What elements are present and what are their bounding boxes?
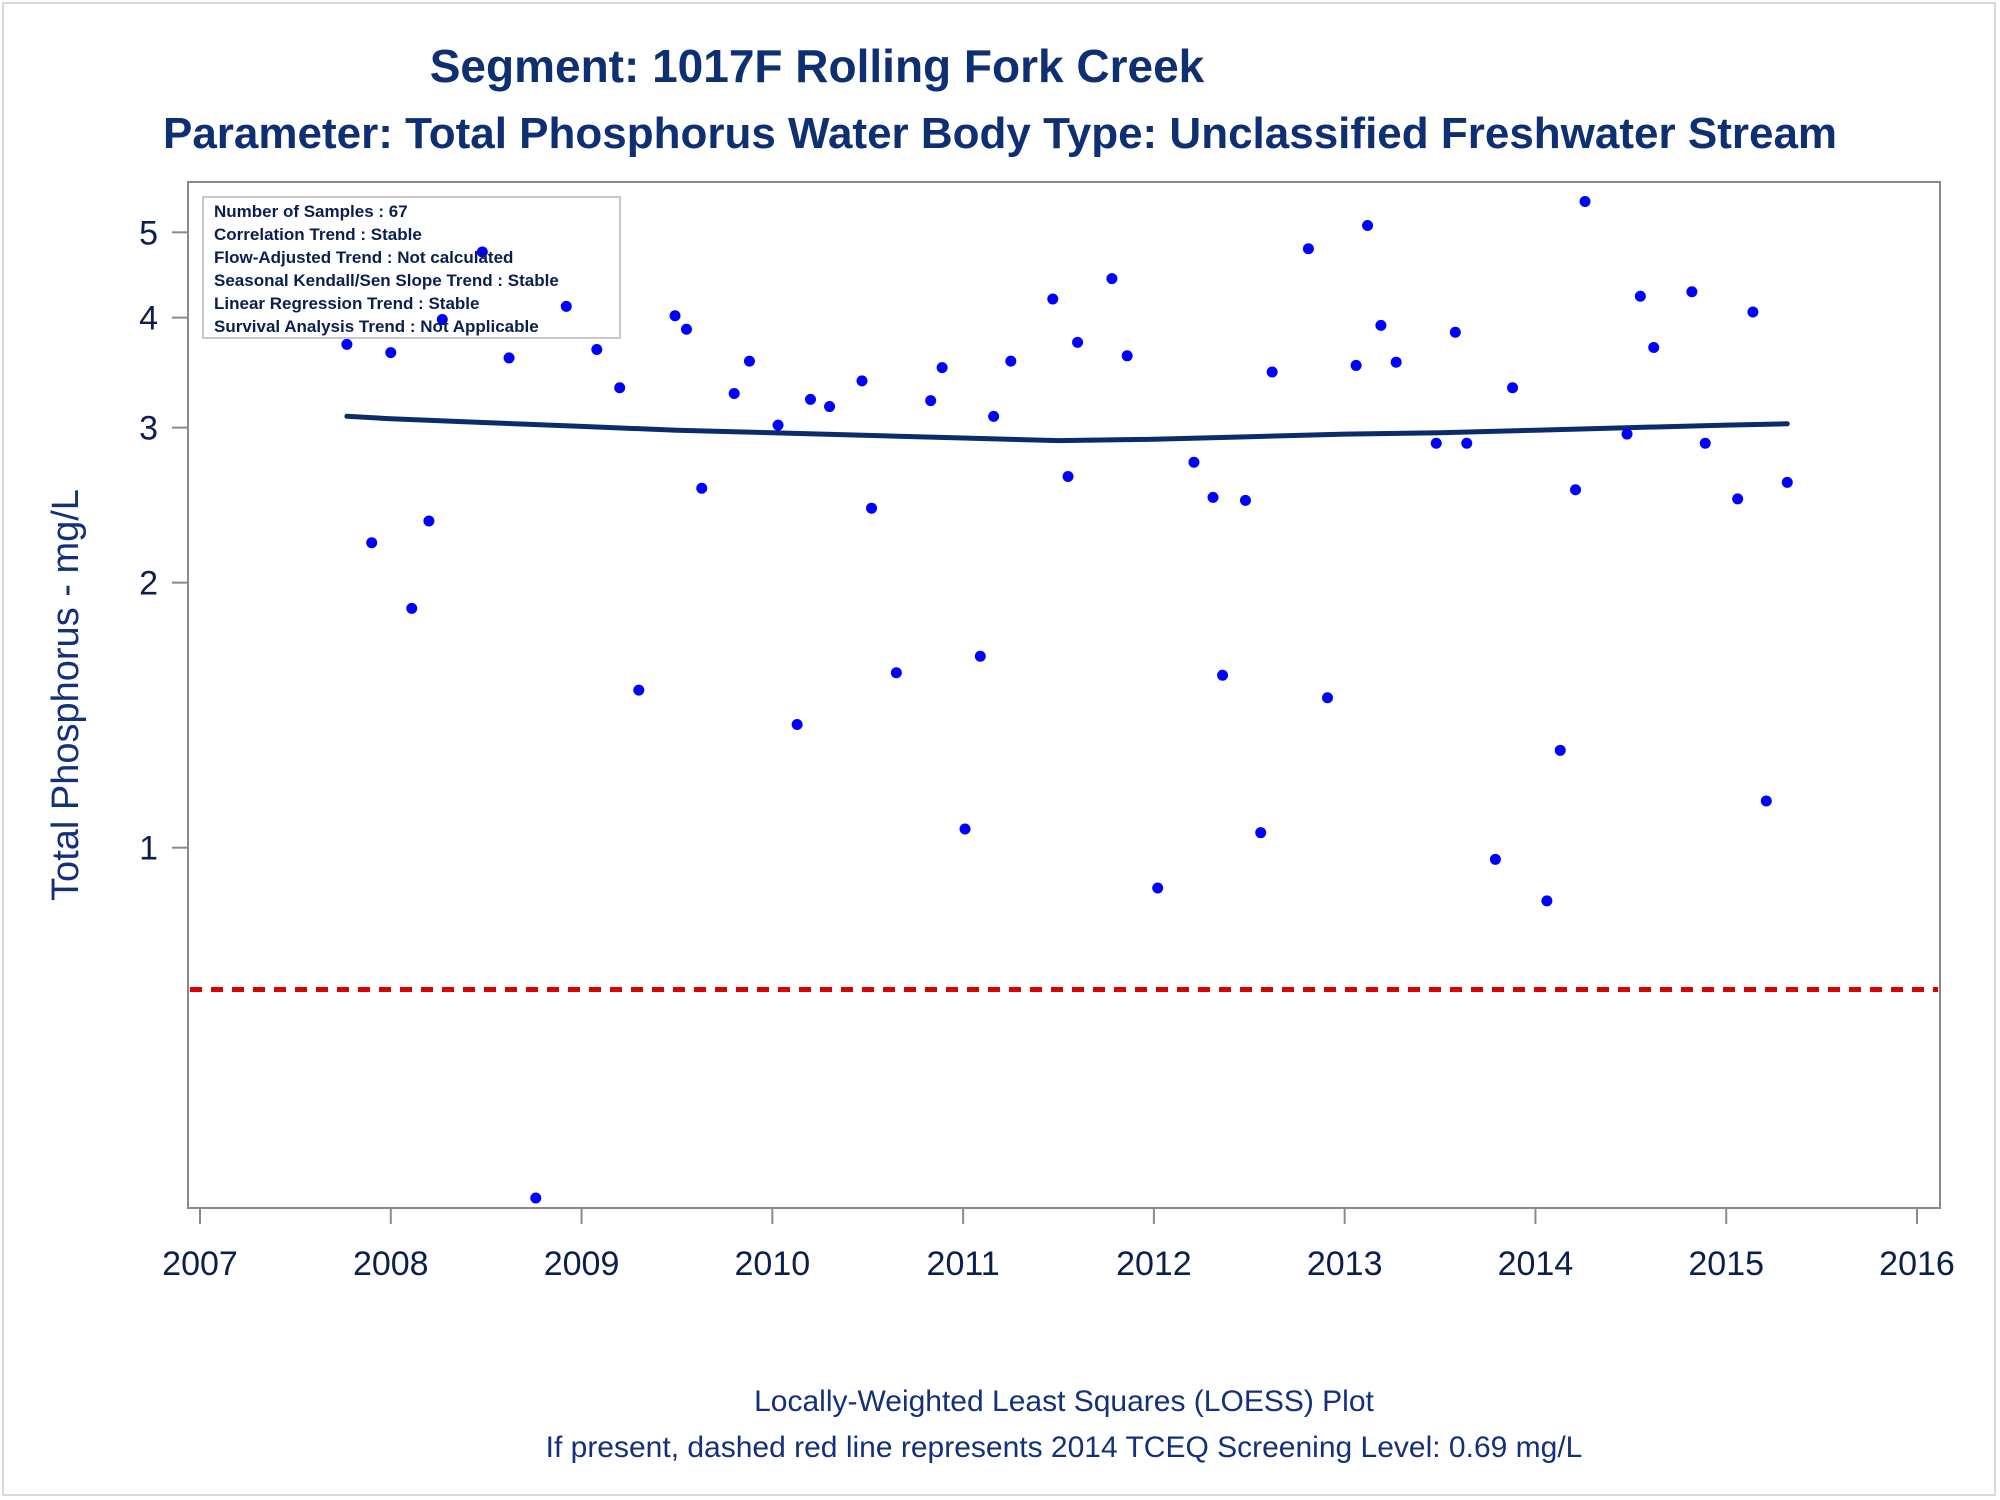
footnote-loess: Locally-Weighted Least Squares (LOESS) P…	[754, 1385, 1374, 1418]
data-point	[1047, 293, 1059, 305]
stats-box	[202, 196, 621, 339]
data-point	[530, 1192, 542, 1204]
data-point	[1579, 195, 1591, 207]
stat-seasonal-kendall-trend: Seasonal Kendall/Sen Slope Trend : Stabl…	[214, 271, 559, 290]
data-point	[1461, 437, 1473, 449]
data-point	[1570, 484, 1582, 496]
data-point	[591, 344, 603, 356]
data-point	[341, 338, 353, 350]
data-point	[804, 393, 816, 405]
data-point	[1255, 827, 1267, 839]
data-point	[1430, 437, 1442, 449]
loess-trend-line	[344, 413, 1790, 444]
data-point	[1686, 286, 1698, 298]
data-point	[1732, 493, 1744, 505]
data-point	[1760, 795, 1772, 807]
data-point	[1266, 366, 1278, 378]
stats-legend: Number of Samples : 67 Correlation Trend…	[202, 196, 621, 339]
data-point	[1239, 494, 1251, 506]
stat-survival-analysis-trend: Survival Analysis Trend : Not Applicable	[214, 317, 539, 336]
data-point	[772, 419, 784, 431]
data-point	[988, 410, 1000, 422]
data-point	[1541, 895, 1553, 907]
data-point	[728, 388, 740, 400]
data-point	[936, 362, 948, 374]
data-point	[366, 537, 378, 549]
x-tick-label: 2016	[1879, 1245, 1955, 1283]
data-point	[1781, 476, 1793, 488]
data-point	[1648, 341, 1660, 353]
stat-flow-adjusted-trend: Flow-Adjusted Trend : Not calculated	[214, 248, 513, 267]
x-tick-label: 2014	[1498, 1245, 1574, 1283]
data-point	[1005, 355, 1017, 367]
data-point	[1699, 437, 1711, 449]
data-point	[1390, 356, 1402, 368]
footnote-screening-level: If present, dashed red line represents 2…	[546, 1431, 1583, 1464]
y-tick-label: 1	[139, 830, 158, 868]
data-point	[925, 395, 937, 407]
data-point	[385, 347, 397, 359]
y-tick-label: 3	[139, 410, 158, 448]
data-point	[1507, 382, 1519, 394]
data-point	[1121, 350, 1133, 362]
data-point	[1207, 491, 1219, 503]
data-point	[743, 355, 755, 367]
data-point	[1188, 456, 1200, 468]
plot-area	[187, 181, 1941, 1209]
data-point	[974, 650, 986, 662]
data-point	[1350, 359, 1362, 371]
data-point	[476, 246, 488, 258]
data-point	[1449, 326, 1461, 338]
data-point	[1362, 220, 1374, 232]
data-point	[633, 684, 645, 696]
y-tick-label: 4	[139, 300, 158, 338]
data-point	[669, 310, 681, 322]
data-point	[1554, 744, 1566, 756]
x-tick-label: 2013	[1307, 1245, 1383, 1283]
data-point	[1106, 273, 1118, 285]
x-tick-label: 2007	[162, 1245, 238, 1283]
data-point	[1217, 669, 1229, 681]
stat-correlation-trend: Correlation Trend : Stable	[214, 225, 422, 244]
chart-title: Segment: 1017F Rolling Fork Creek	[430, 40, 1205, 92]
data-point	[856, 375, 868, 387]
data-point	[1375, 319, 1387, 331]
y-axis-label: Total Phosphorus - mg/L	[45, 489, 87, 901]
data-point	[436, 314, 448, 326]
data-point	[890, 667, 902, 679]
x-tick-label: 2011	[927, 1245, 1000, 1283]
data-point	[791, 719, 803, 731]
data-point	[423, 515, 435, 527]
data-point	[1062, 471, 1074, 483]
x-tick-label: 2010	[735, 1245, 811, 1283]
x-tick-label: 2015	[1688, 1245, 1764, 1283]
data-point	[680, 323, 692, 335]
chart-subtitle: Parameter: Total Phosphorus Water Body T…	[163, 109, 1837, 158]
data-point	[560, 300, 572, 312]
x-tick-label: 2008	[353, 1245, 429, 1283]
data-point	[1321, 692, 1333, 704]
data-point	[959, 823, 971, 835]
stat-sample-count: Number of Samples : 67	[214, 202, 408, 221]
data-point	[1302, 243, 1314, 255]
data-point	[1621, 428, 1633, 440]
data-point	[614, 382, 626, 394]
data-point	[824, 401, 836, 413]
y-tick-label: 5	[139, 214, 158, 252]
data-point	[406, 602, 418, 614]
data-point	[1152, 882, 1164, 894]
data-point	[696, 482, 708, 494]
data-point	[503, 352, 515, 364]
x-tick-label: 2012	[1116, 1245, 1192, 1283]
y-tick-label: 2	[139, 565, 158, 603]
data-point	[1072, 336, 1084, 348]
data-point	[866, 502, 878, 514]
data-point	[1747, 306, 1759, 318]
stat-linear-regression-trend: Linear Regression Trend : Stable	[214, 294, 479, 313]
data-point	[1489, 853, 1501, 865]
data-point	[1634, 290, 1646, 302]
x-tick-label: 2009	[544, 1245, 620, 1283]
